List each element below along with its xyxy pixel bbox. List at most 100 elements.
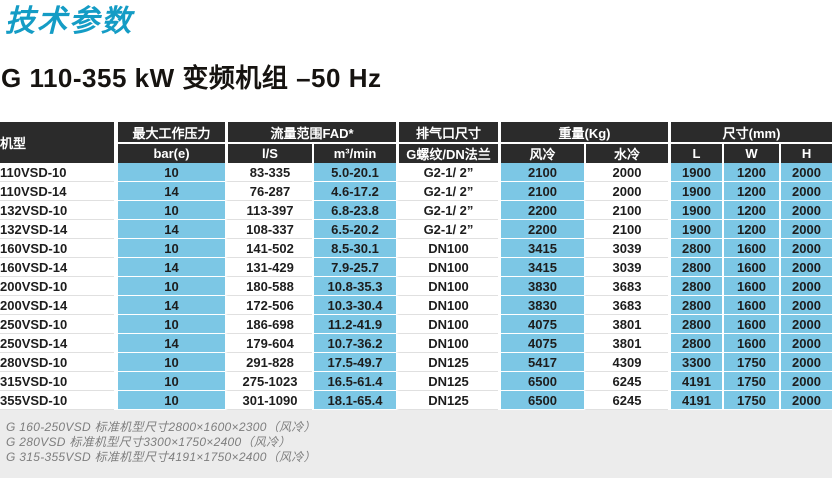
cell-model: 132VSD-14 — [0, 220, 114, 239]
cell-weight-air: 4075 — [498, 315, 584, 334]
cell-outlet-size: DN125 — [396, 372, 498, 391]
cell-fad-m3min: 6.8-23.8 — [312, 201, 396, 220]
cell-outlet-size: DN125 — [396, 353, 498, 372]
cell-pressure-bar: 10 — [114, 391, 225, 410]
table-row: 132VSD-10 10 113-397 6.8-23.8 G2-1/ 2” 2200 21… — [0, 201, 832, 220]
cell-dim-w: 1200 — [722, 201, 779, 220]
page-header: 技术参数 G 110-355 kW 变频机组 –50 Hz — [0, 0, 832, 122]
cell-dim-h: 2000 — [779, 163, 832, 182]
cell-dim-w: 1750 — [722, 372, 779, 391]
table-row: 110VSD-14 14 76-287 4.6-17.2 G2-1/ 2” 2100 200… — [0, 182, 832, 201]
cell-weight-air: 3415 — [498, 258, 584, 277]
cell-dim-h: 2000 — [779, 372, 832, 391]
cell-weight-water: 3801 — [584, 334, 668, 353]
cell-model: 250VSD-14 — [0, 334, 114, 353]
cell-model: 160VSD-14 — [0, 258, 114, 277]
cell-fad-m3min: 18.1-65.4 — [312, 391, 396, 410]
cell-dim-l: 4191 — [668, 372, 722, 391]
cell-fad-m3min: 17.5-49.7 — [312, 353, 396, 372]
cell-dim-h: 2000 — [779, 277, 832, 296]
cell-weight-air: 3830 — [498, 277, 584, 296]
cell-fad-ls: 301-1090 — [225, 391, 312, 410]
cell-dim-h: 2000 — [779, 182, 832, 201]
cell-pressure-bar: 10 — [114, 239, 225, 258]
cell-fad-m3min: 16.5-61.4 — [312, 372, 396, 391]
cell-dim-l: 2800 — [668, 296, 722, 315]
table-row: 132VSD-14 14 108-337 6.5-20.2 G2-1/ 2” 2200 21… — [0, 220, 832, 239]
cell-model: 315VSD-10 — [0, 372, 114, 391]
cell-weight-air: 2200 — [498, 220, 584, 239]
cell-dim-w: 1750 — [722, 353, 779, 372]
header-pressure-group: 最大工作压力 — [114, 122, 225, 144]
header-dim-h: H — [779, 144, 832, 163]
cell-weight-air: 6500 — [498, 372, 584, 391]
cell-outlet-size: DN100 — [396, 296, 498, 315]
cell-fad-ls: 275-1023 — [225, 372, 312, 391]
cell-outlet-size: DN100 — [396, 334, 498, 353]
cell-pressure-bar: 10 — [114, 277, 225, 296]
cell-dim-w: 1600 — [722, 277, 779, 296]
cell-weight-water: 2000 — [584, 163, 668, 182]
page-subtitle: G 110-355 kW 变频机组 –50 Hz — [1, 62, 382, 93]
cell-dim-l: 2800 — [668, 277, 722, 296]
cell-fad-m3min: 10.3-30.4 — [312, 296, 396, 315]
footnote-line: G 280VSD 标准机型尺寸3300×1750×2400（风冷） — [6, 435, 291, 449]
footnote-line: G 315-355VSD 标准机型尺寸4191×1750×2400（风冷） — [6, 450, 316, 464]
table-row: 110VSD-10 10 83-335 5.0-20.1 G2-1/ 2” 2100 200… — [0, 163, 832, 182]
cell-pressure-bar: 14 — [114, 182, 225, 201]
cell-pressure-bar: 10 — [114, 315, 225, 334]
cell-weight-water: 3039 — [584, 239, 668, 258]
cell-outlet-size: DN125 — [396, 391, 498, 410]
cell-fad-ls: 291-828 — [225, 353, 312, 372]
cell-outlet-size: G2-1/ 2” — [396, 182, 498, 201]
header-dim-w: W — [722, 144, 779, 163]
header-flow-m3min: m³/min — [312, 144, 396, 163]
cell-dim-w: 1600 — [722, 334, 779, 353]
cell-dim-l: 1900 — [668, 163, 722, 182]
cell-model: 110VSD-10 — [0, 163, 114, 182]
header-outlet-group: 排气口尺寸 — [396, 122, 498, 144]
cell-dim-h: 2000 — [779, 258, 832, 277]
cell-weight-air: 2100 — [498, 182, 584, 201]
cell-weight-air: 2100 — [498, 163, 584, 182]
cell-outlet-size: DN100 — [396, 315, 498, 334]
table-row: 200VSD-14 14 172-506 10.3-30.4 DN100 3830 3683… — [0, 296, 832, 315]
cell-dim-h: 2000 — [779, 391, 832, 410]
cell-dim-w: 1750 — [722, 391, 779, 410]
cell-dim-w: 1600 — [722, 239, 779, 258]
cell-fad-ls: 172-506 — [225, 296, 312, 315]
header-model: 机型 — [0, 122, 114, 163]
cell-weight-air: 5417 — [498, 353, 584, 372]
table-row: 200VSD-10 10 180-588 10.8-35.3 DN100 3830 3683… — [0, 277, 832, 296]
cell-dim-h: 2000 — [779, 334, 832, 353]
cell-dim-w: 1200 — [722, 220, 779, 239]
cell-dim-l: 2800 — [668, 334, 722, 353]
cell-pressure-bar: 10 — [114, 353, 225, 372]
header-pressure-sub: bar(e) — [114, 144, 225, 163]
table-row: 250VSD-10 10 186-698 11.2-41.9 DN100 4075 3801… — [0, 315, 832, 334]
cell-pressure-bar: 14 — [114, 296, 225, 315]
cell-fad-m3min: 10.8-35.3 — [312, 277, 396, 296]
cell-fad-ls: 108-337 — [225, 220, 312, 239]
cell-weight-water: 6245 — [584, 372, 668, 391]
cell-fad-m3min: 11.2-41.9 — [312, 315, 396, 334]
cell-fad-m3min: 5.0-20.1 — [312, 163, 396, 182]
cell-dim-w: 1200 — [722, 182, 779, 201]
cell-dim-w: 1600 — [722, 296, 779, 315]
table-row: 160VSD-10 10 141-502 8.5-30.1 DN100 3415 3039 2… — [0, 239, 832, 258]
cell-dim-l: 3300 — [668, 353, 722, 372]
cell-dim-l: 2800 — [668, 239, 722, 258]
cell-dim-l: 1900 — [668, 182, 722, 201]
cell-model: 160VSD-10 — [0, 239, 114, 258]
cell-pressure-bar: 10 — [114, 163, 225, 182]
table-row: 160VSD-14 14 131-429 7.9-25.7 DN100 3415 3039 2… — [0, 258, 832, 277]
table-row: 355VSD-10 10 301-1090 18.1-65.4 DN125 6500 624… — [0, 391, 832, 410]
cell-outlet-size: DN100 — [396, 239, 498, 258]
header-weight-water: 水冷 — [584, 144, 668, 163]
cell-dim-w: 1600 — [722, 258, 779, 277]
cell-model: 280VSD-10 — [0, 353, 114, 372]
cell-model: 355VSD-10 — [0, 391, 114, 410]
cell-fad-m3min: 10.7-36.2 — [312, 334, 396, 353]
cell-dim-h: 2000 — [779, 220, 832, 239]
spec-table: 机型 最大工作压力 流量范围FAD* 排气口尺寸 重量(Kg) 尺寸(mm) b… — [0, 122, 832, 410]
